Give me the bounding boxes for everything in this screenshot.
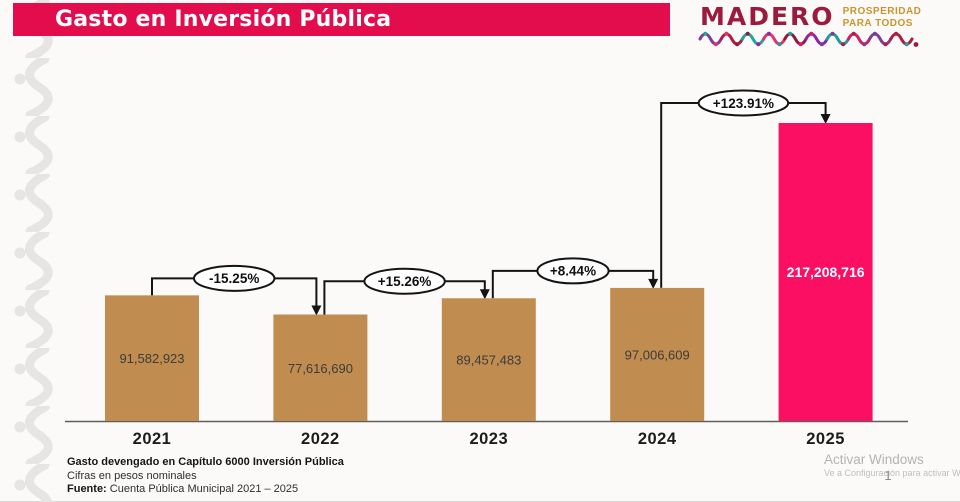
arrowhead-icon	[820, 114, 831, 124]
logo-wave-dot	[883, 42, 888, 47]
logo-wave-dot	[841, 42, 846, 47]
pct-change-label: -15.25%	[209, 271, 259, 286]
pct-change-bubble	[536, 257, 610, 285]
chart-footnotes: Gasto devengado en Capítulo 6000 Inversi…	[67, 456, 344, 497]
logo-wave-dot	[703, 31, 708, 36]
watermark-line1: Activar Windows	[824, 452, 924, 467]
bar-2025	[778, 123, 873, 421]
logo-wave-dot	[735, 42, 740, 47]
pct-change-label: +123.91%	[713, 96, 774, 111]
logo-wave-dot	[913, 42, 919, 47]
logo-wordmark: MADERO	[700, 2, 835, 31]
bar-2022	[273, 314, 368, 421]
logo-wave-dot	[756, 42, 761, 47]
footnote-units: Cifras en pesos nominales	[67, 469, 197, 482]
logo-wave-segment	[698, 32, 723, 46]
slide-page-number: 1	[884, 468, 892, 483]
logo-wave-segment	[740, 32, 766, 46]
bar-2021	[105, 295, 199, 421]
logo-wave-ornament	[698, 31, 919, 47]
logo-wave-dot	[777, 42, 782, 47]
bar-value-label-2022: 77,616,690	[288, 361, 353, 376]
bar-2023	[441, 298, 536, 421]
bar-2024	[610, 287, 705, 421]
logo-wave-dot	[713, 42, 718, 47]
madero-logo: MADERO PROSPERIDAD PARA TODOS	[700, 4, 921, 30]
arrowhead-icon	[648, 278, 659, 289]
logo-wave-segment	[719, 32, 744, 46]
pct-change-bubble	[697, 89, 790, 117]
logo-wave-segment	[846, 32, 872, 46]
logo-wave-segment	[783, 32, 808, 46]
logo-wave-dot	[798, 42, 803, 47]
logo-wave-dot	[788, 31, 793, 36]
year-label-2023: 2023	[469, 430, 508, 448]
year-label-2024: 2024	[638, 430, 677, 448]
logo-wave-dot	[724, 31, 729, 36]
logo-wave-dot	[745, 31, 750, 36]
pct-change-bubble	[193, 264, 276, 292]
logo-wave-dot	[766, 31, 771, 36]
logo-wave-dot	[851, 31, 856, 36]
windows-activation-watermark: Activar Windows Ve a Configuración para …	[824, 452, 960, 479]
logo-wave-dot	[862, 42, 867, 47]
year-label-2022: 2022	[301, 430, 340, 448]
footnote-title: Gasto devengado en Capítulo 6000 Inversi…	[67, 456, 344, 468]
year-label-2025: 2025	[806, 430, 845, 448]
pct-change-label: +8.44%	[550, 264, 596, 279]
logo-wave-dot	[819, 42, 824, 47]
logo-wave-dot	[904, 42, 909, 47]
watermark-line2: Ve a Configuración para activar Wind	[824, 468, 960, 478]
logo-wave-segment	[762, 32, 787, 46]
bar-value-label-2024: 97,006,609	[625, 347, 690, 362]
pct-change-bubble	[363, 267, 446, 295]
footnote-source: Fuente: Cuenta Pública Municipal 2021 – …	[67, 483, 299, 495]
logo-wave-dot	[872, 31, 877, 36]
logo-wave-segment	[868, 32, 893, 46]
pct-change-label: +15.26%	[378, 274, 432, 289]
logo-wave-dot	[894, 31, 899, 36]
logo-wave-segment	[804, 32, 829, 46]
bar-value-label-2021: 91,582,923	[119, 351, 184, 366]
title-bar: Gasto en Inversión Pública	[13, 3, 670, 36]
logo-tagline: PROSPERIDAD PARA TODOS	[842, 6, 922, 29]
page-title: Gasto en Inversión Pública	[55, 7, 392, 32]
arrowhead-icon	[479, 289, 490, 300]
logo-wave-dot	[809, 31, 814, 36]
year-label-2021: 2021	[133, 430, 172, 448]
logo-wave-dot	[830, 31, 835, 36]
bar-value-label-2025: 217,208,716	[787, 264, 865, 280]
left-border-pattern	[12, 0, 56, 502]
logo-wave-segment	[889, 32, 914, 46]
arrowhead-icon	[311, 305, 322, 316]
bar-value-label-2023: 89,457,483	[456, 353, 521, 368]
logo-wave-segment	[825, 32, 850, 46]
